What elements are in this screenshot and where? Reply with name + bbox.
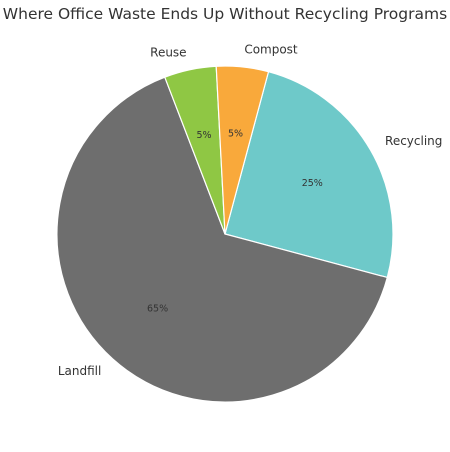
chart-title: Where Office Waste Ends Up Without Recyc… xyxy=(3,5,447,23)
slice-percent-reuse: 5% xyxy=(197,130,212,141)
slice-percent-landfill: 65% xyxy=(147,303,168,314)
slice-label-compost: Compost xyxy=(244,43,298,57)
pie-slice-compost xyxy=(215,65,270,235)
slice-percent-compost: 5% xyxy=(228,128,243,139)
slice-label-recycling: Recycling xyxy=(385,134,442,148)
pie-slices xyxy=(56,65,394,403)
slice-percent-recycling: 25% xyxy=(302,178,323,189)
pie-slice-recycling xyxy=(224,71,394,279)
slice-label-reuse: Reuse xyxy=(150,46,186,60)
pie-labels: Recycling 25% Landfill 65% Reuse 5% Compost 5% xyxy=(58,43,443,378)
slice-label-landfill: Landfill xyxy=(58,364,102,378)
pie-slice-landfill xyxy=(56,76,388,403)
